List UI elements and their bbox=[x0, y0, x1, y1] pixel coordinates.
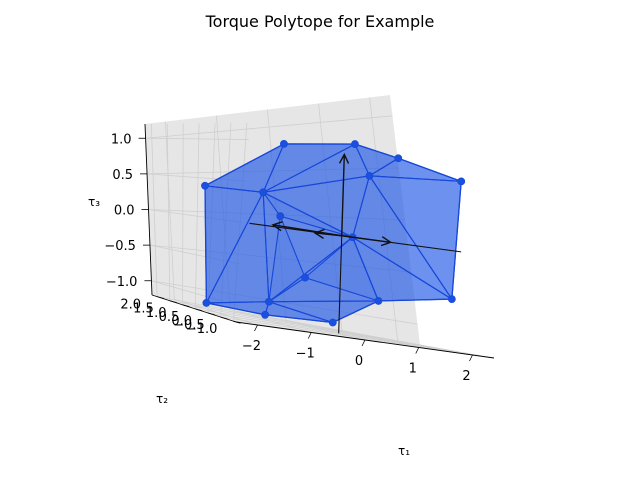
y-tick-label: 1.0 bbox=[146, 306, 167, 321]
y-tick-label: 0.0 bbox=[171, 314, 192, 329]
z-tick-label: 0.5 bbox=[112, 168, 133, 183]
x-tick-label: 0 bbox=[355, 354, 363, 369]
polytope-vertex bbox=[394, 154, 403, 163]
x-tick-label: 2 bbox=[462, 369, 470, 384]
polytope-facet bbox=[262, 191, 353, 238]
x-tick-mark bbox=[415, 347, 420, 354]
y-tick-mark bbox=[207, 312, 216, 316]
x-axis-label: τ₁ bbox=[398, 444, 410, 458]
polytope-vertex bbox=[457, 177, 466, 186]
x-tick-mark bbox=[307, 332, 312, 339]
polytope-vertex bbox=[374, 297, 383, 305]
y-tick-mark bbox=[182, 304, 190, 308]
y-tick-mark bbox=[156, 296, 165, 300]
x-tick-mark bbox=[469, 354, 473, 362]
torque-arrow-head bbox=[271, 221, 283, 232]
polytope-vertex bbox=[351, 140, 359, 148]
polytope-facet bbox=[206, 301, 270, 316]
z-tick-label: 0.0 bbox=[114, 204, 135, 219]
polytope-vertex bbox=[264, 297, 273, 306]
polytope-vertex bbox=[365, 171, 374, 180]
axis-ticks: −2 −1 0 1 2−1.0−0.50.00.51.01.52.0−1.0−0.50.… bbox=[104, 132, 473, 384]
x-tick-label: −2 bbox=[242, 339, 261, 354]
chart-title: Torque Polytope for Example bbox=[205, 12, 435, 31]
origin-x-line bbox=[249, 222, 462, 253]
torque-arrow-head bbox=[338, 152, 350, 164]
z-axis-label: τ₃ bbox=[88, 195, 100, 209]
x-tick-label: 1 bbox=[409, 362, 417, 377]
polytope-vertex bbox=[280, 140, 288, 148]
x-tick-label: −1 bbox=[296, 347, 315, 362]
axis-labels: τ₁ τ₂ τ₃ bbox=[88, 195, 410, 458]
y-tick-mark bbox=[220, 316, 228, 320]
z-tick-label: −1.0 bbox=[106, 275, 138, 290]
polytope-vertex bbox=[447, 295, 456, 304]
y-tick-label: 0.5 bbox=[159, 310, 180, 325]
polytope bbox=[201, 140, 466, 327]
torque-arrow bbox=[341, 154, 346, 236]
origin-z-line bbox=[338, 235, 343, 334]
polytope-facet bbox=[303, 236, 380, 302]
y-tick-label: −1.0 bbox=[186, 322, 218, 337]
polytope-vertex bbox=[259, 188, 268, 197]
y-tick-mark bbox=[169, 300, 177, 304]
y-tick-label: −0.5 bbox=[173, 318, 205, 333]
polytope-vertex bbox=[276, 212, 285, 221]
z-tick-label: −0.5 bbox=[104, 239, 136, 254]
polytope-vertex bbox=[202, 299, 211, 307]
z-tick-label: 1.0 bbox=[111, 132, 132, 147]
y-tick-mark bbox=[233, 320, 241, 324]
polytope-vertex bbox=[201, 181, 209, 190]
y-tick-mark bbox=[195, 308, 203, 312]
y-tick-label: 2.0 bbox=[120, 298, 141, 313]
polytope-vertex bbox=[261, 310, 269, 319]
x-tick-mark bbox=[254, 324, 258, 332]
y-tick-label: 1.5 bbox=[133, 302, 154, 317]
polytope-vertex bbox=[301, 273, 309, 282]
polytope-vertex bbox=[328, 318, 337, 327]
x-tick-mark bbox=[361, 339, 366, 347]
torque-arrow-head bbox=[313, 228, 325, 239]
torque-arrows bbox=[249, 152, 462, 334]
polytope-facet bbox=[268, 214, 306, 303]
y-axis-label: τ₂ bbox=[156, 392, 168, 406]
